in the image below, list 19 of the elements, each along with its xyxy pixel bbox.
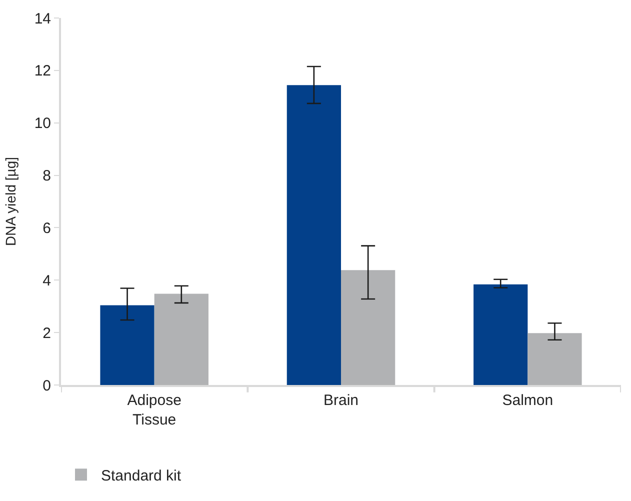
y-tick-label: 6 — [42, 220, 51, 237]
y-tick-label: 14 — [34, 10, 51, 28]
bar — [286, 85, 341, 385]
bar — [474, 284, 528, 385]
bar — [528, 333, 582, 385]
y-tick-label: 12 — [34, 62, 51, 80]
y-tick-label: 10 — [34, 115, 51, 132]
x-tick-label: Adipose Tissue — [127, 392, 182, 428]
y-tick-label: 2 — [42, 324, 51, 342]
y-tick-label: 4 — [42, 272, 51, 290]
x-tick-label: Brain — [323, 392, 359, 409]
y-tick-label: 0 — [42, 377, 51, 394]
legend-label: Standard kit — [101, 468, 182, 484]
bar — [341, 270, 396, 385]
bar — [154, 294, 208, 385]
x-tick-label: Salmon — [502, 392, 554, 409]
y-axis-title: DNA yield [µg] — [2, 157, 18, 246]
bar — [100, 305, 154, 385]
y-tick-label: 8 — [42, 168, 51, 185]
